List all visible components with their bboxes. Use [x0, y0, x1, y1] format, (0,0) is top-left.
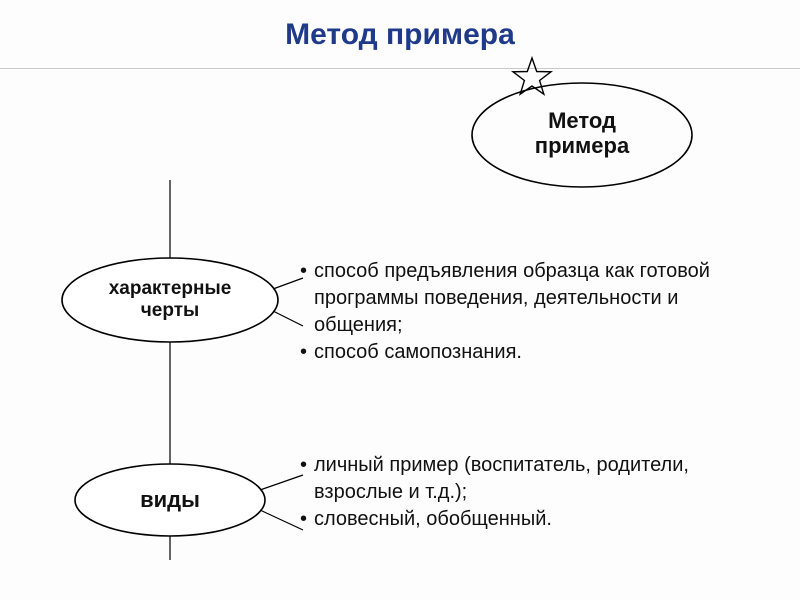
- traits-bullet-2-text: способ самопознания.: [314, 339, 522, 366]
- kinds-label-line1: виды: [75, 487, 265, 512]
- traits-bullet-1-text: способ предъявления образца как готовой …: [314, 258, 770, 339]
- root-ellipse: [472, 83, 692, 187]
- kinds-connector-2: [260, 510, 303, 530]
- traits-label-line1: характерные: [62, 278, 278, 300]
- traits-bullet-2: • способ самопознания.: [300, 339, 770, 366]
- page-title: Метод примера: [0, 18, 800, 52]
- root-label-line1: Метод: [472, 108, 692, 133]
- traits-bullets: • способ предъявления образца как готово…: [300, 258, 770, 366]
- traits-connector-2: [273, 311, 303, 326]
- root-label-line2: примера: [472, 133, 692, 158]
- kinds-bullets: • личный пример (воспитатель, родители, …: [300, 452, 770, 533]
- bullet-icon: •: [300, 339, 314, 366]
- traits-ellipse: [62, 258, 278, 342]
- kinds-bullet-1-text: личный пример (воспитатель, родители, вз…: [314, 452, 770, 506]
- kinds-ellipse: [75, 464, 265, 536]
- bullet-icon: •: [300, 452, 314, 479]
- kinds-bullet-2-text: словесный, обобщенный.: [314, 506, 552, 533]
- star-icon: [513, 58, 551, 94]
- traits-label-line2: черты: [62, 300, 278, 322]
- kinds-connector-1: [260, 475, 303, 490]
- header-divider: [0, 68, 800, 69]
- bullet-icon: •: [300, 506, 314, 533]
- traits-bullet-1: • способ предъявления образца как готово…: [300, 258, 770, 339]
- root-label: Метод примера: [472, 108, 692, 159]
- kinds-bullet-1: • личный пример (воспитатель, родители, …: [300, 452, 770, 506]
- traits-connector-1: [273, 278, 303, 289]
- kinds-label: виды: [75, 487, 265, 512]
- kinds-bullet-2: • словесный, обобщенный.: [300, 506, 770, 533]
- bullet-icon: •: [300, 258, 314, 285]
- traits-label: характерные черты: [62, 278, 278, 322]
- diagram-canvas: { "colors": { "title": "#1f3a8a", "text"…: [0, 0, 800, 600]
